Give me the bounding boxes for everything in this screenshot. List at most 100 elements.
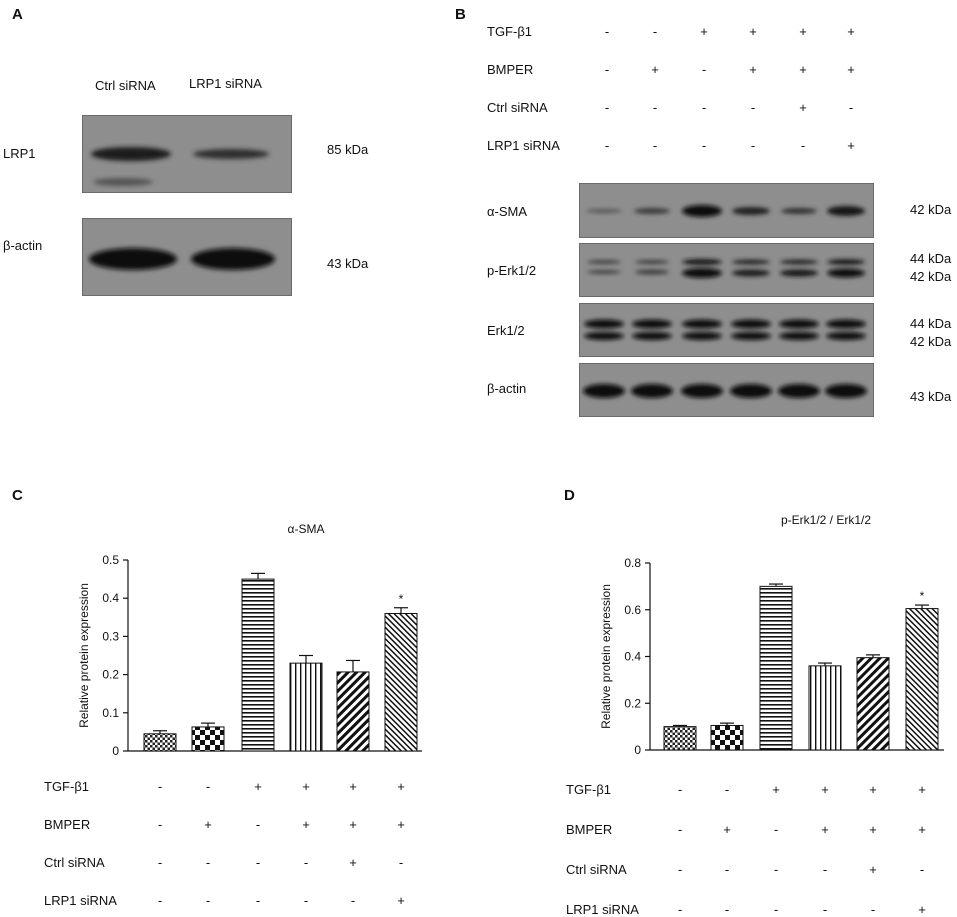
condition-sign: +: [821, 782, 829, 797]
panel-d-label: D: [564, 487, 575, 504]
condition-label: BMPER: [44, 817, 91, 832]
blot-b-asma-label: α-SMA: [487, 204, 528, 219]
condition-sign: -: [157, 817, 163, 832]
band: [827, 268, 865, 278]
condition-sign: +: [302, 817, 310, 832]
condition-sign: -: [157, 893, 163, 908]
band: [825, 384, 867, 398]
condition-sign: +: [918, 782, 926, 797]
blot-b-erk-kda-44: 44 kDa: [910, 316, 952, 331]
band: [779, 332, 819, 340]
condition-sign: -: [724, 862, 730, 877]
condition-sign: -: [724, 902, 730, 917]
y-tick-label: 0.6: [624, 603, 641, 617]
panel-c-label: C: [12, 487, 23, 504]
condition-sign: -: [398, 855, 404, 870]
condition-sign: +: [204, 817, 212, 832]
condition-sign: +: [302, 779, 310, 794]
blot-b-asma: [579, 183, 874, 238]
condition-sign: -: [205, 779, 211, 794]
band: [91, 147, 171, 161]
blot-a-lrp1-kda: 85 kDa: [327, 142, 369, 157]
blot-b-actin: [579, 363, 874, 417]
band: [779, 319, 819, 329]
band: [681, 384, 723, 398]
condition-sign: +: [349, 855, 357, 870]
condition-label: LRP1 siRNA: [566, 902, 639, 917]
band: [631, 384, 673, 398]
blot-a-lrp1-label: LRP1: [3, 146, 36, 161]
condition-sign: +: [651, 62, 659, 77]
y-tick-label: 0.4: [102, 591, 119, 605]
condition-label: BMPER: [566, 822, 613, 837]
band: [635, 260, 669, 264]
blot-b-erk-label: Erk1/2: [487, 323, 525, 338]
y-tick-label: 0.2: [102, 668, 119, 682]
condition-sign: +: [821, 822, 829, 837]
condition-sign: -: [773, 902, 779, 917]
blot-b-asma-bands: [586, 205, 865, 217]
band: [89, 248, 177, 270]
y-tick-label: 0.8: [624, 556, 641, 570]
bar: [336, 671, 370, 752]
band: [682, 319, 722, 329]
condition-sign: +: [749, 62, 757, 77]
condition-sign: +: [869, 862, 877, 877]
bar: [663, 726, 697, 751]
condition-sign: -: [604, 138, 610, 153]
condition-sign: -: [822, 862, 828, 877]
band: [730, 384, 772, 398]
band: [731, 332, 771, 340]
significance-marker: *: [399, 592, 404, 606]
blot-b-erk: [579, 303, 874, 357]
condition-label: LRP1 siRNA: [487, 138, 560, 153]
y-tick-label: 0: [112, 744, 119, 758]
band: [583, 384, 625, 398]
condition-sign: -: [773, 862, 779, 877]
band: [778, 384, 820, 398]
band: [682, 205, 722, 217]
condition-sign: +: [397, 893, 405, 908]
panel-a-label: A: [12, 6, 23, 23]
condition-sign: -: [350, 893, 356, 908]
condition-sign: +: [254, 779, 262, 794]
band: [682, 268, 722, 278]
bar: [905, 608, 939, 751]
band: [586, 209, 622, 213]
condition-sign: -: [724, 782, 730, 797]
blot-a-actin-kda: 43 kDa: [327, 256, 369, 271]
band: [584, 332, 624, 340]
chart-title: p-Erk1/2 / Erk1/2: [781, 513, 871, 527]
condition-sign: +: [799, 62, 807, 77]
band: [635, 269, 669, 275]
condition-sign: -: [604, 100, 610, 115]
condition-sign: -: [157, 855, 163, 870]
condition-label: TGF-β1: [487, 24, 533, 39]
band: [632, 332, 672, 340]
condition-sign: -: [677, 902, 683, 917]
bar: [856, 657, 890, 751]
condition-sign: -: [604, 62, 610, 77]
condition-sign: -: [677, 782, 683, 797]
blot-b-actin-kda: 43 kDa: [910, 389, 952, 404]
lane-label-lrp1-sirna: LRP1 siRNA: [189, 76, 262, 91]
condition-sign: -: [303, 893, 309, 908]
y-axis-label: Relative protein expression: [77, 583, 91, 728]
condition-sign: -: [701, 62, 707, 77]
blot-b-perk: [579, 243, 874, 297]
panel-b-label: B: [455, 6, 466, 23]
blot-a-actin: [82, 218, 292, 296]
condition-sign: +: [397, 779, 405, 794]
band: [732, 207, 770, 215]
lane-label-ctrl-sirna: Ctrl siRNA: [95, 78, 156, 93]
condition-sign: -: [773, 822, 779, 837]
blot-b-asma-kda: 42 kDa: [910, 202, 952, 217]
bar: [759, 585, 793, 751]
band: [632, 319, 672, 329]
blot-b-perk-kda-42: 42 kDa: [910, 269, 952, 284]
y-tick-label: 0.2: [624, 696, 641, 710]
condition-sign: -: [677, 862, 683, 877]
band: [780, 259, 818, 265]
blot-b-erk-bands: [584, 319, 866, 340]
